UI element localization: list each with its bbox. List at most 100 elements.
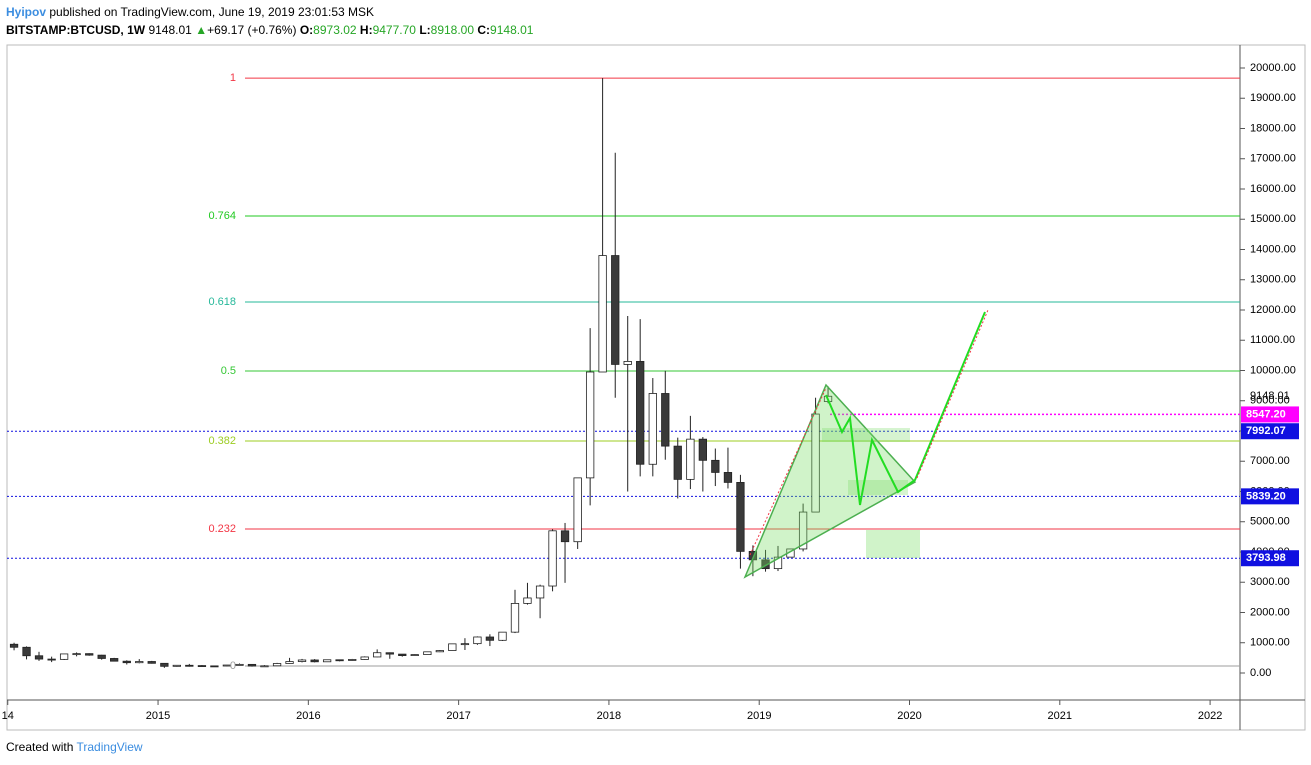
arrow: ▲	[195, 23, 208, 37]
candle-body	[373, 652, 382, 658]
candle-body	[548, 530, 557, 587]
candle-body	[235, 663, 244, 666]
brand[interactable]: TradingView	[76, 740, 143, 754]
x-tick-label: 2015	[146, 710, 170, 722]
y-tick-label: 13000.00	[1250, 274, 1296, 286]
candle-body	[510, 603, 520, 633]
candle-body	[661, 393, 670, 447]
x-tick-label: 2017	[446, 710, 470, 722]
candle-body	[448, 643, 457, 651]
x-tick-label: 2020	[897, 710, 921, 722]
candle-body	[686, 438, 695, 480]
candle-body	[535, 585, 545, 599]
fib-label: 0.5	[221, 365, 236, 377]
candle-body	[85, 653, 94, 656]
candle-body	[485, 636, 495, 641]
y-tick-label: 15000.00	[1250, 213, 1296, 225]
author[interactable]: Hyipov	[6, 5, 47, 19]
candle-body	[773, 556, 783, 570]
candle-body	[160, 662, 169, 667]
close-label: C:	[477, 23, 491, 37]
candle-body	[348, 659, 357, 661]
candle-body	[260, 665, 269, 668]
y-tick-label: 0.00	[1250, 667, 1271, 679]
candle-body	[210, 665, 219, 668]
footer: Created with TradingView	[6, 740, 143, 754]
x-tick-label: 2016	[296, 710, 320, 722]
y-tick-label: 17000.00	[1250, 153, 1296, 165]
candle-body	[72, 653, 81, 656]
footer-text: Created with	[6, 740, 74, 754]
price-badge-label: 5839.20	[1246, 490, 1286, 502]
candle-body	[460, 643, 470, 646]
candle-body	[97, 654, 106, 659]
candle-body	[110, 658, 119, 662]
candle-body	[798, 511, 808, 550]
publish-line: Hyipov published on TradingView.com, Jun…	[6, 5, 374, 19]
price-badge	[1241, 423, 1299, 440]
price-badge	[1241, 406, 1299, 423]
candle-body	[197, 665, 207, 667]
price-badge-label: 8547.20	[1246, 408, 1286, 420]
symbol: BITSTAMP:BTCUSD, 1W	[6, 23, 146, 37]
candle-body	[636, 361, 645, 465]
high: 9477.70	[372, 23, 416, 37]
x-tick-label: 2018	[597, 710, 621, 722]
price-badge-label: 7992.07	[1246, 425, 1286, 437]
symbol-line: BITSTAMP:BTCUSD, 1W 9148.01 ▲+69.17 (+0.…	[6, 23, 533, 37]
candle-body	[135, 661, 144, 664]
low: 8918.00	[430, 23, 475, 37]
published: published on TradingView.com, June 19, 2…	[49, 5, 375, 19]
price-badge-label: 3793.98	[1246, 552, 1286, 564]
candle-body	[723, 472, 733, 483]
candle-body	[523, 597, 532, 604]
x-tick-label: 2022	[1198, 710, 1222, 722]
candle-body	[322, 659, 332, 663]
y-tick-label: 10000.00	[1250, 364, 1296, 376]
zone	[822, 428, 910, 442]
y-tick-label: 1000.00	[1250, 637, 1290, 649]
candle-body	[59, 653, 69, 660]
fib-label: 0.232	[208, 523, 236, 535]
candle-body	[611, 255, 620, 365]
candle-body	[172, 664, 181, 667]
candle-body	[9, 643, 19, 648]
y-tick-label: 16000.00	[1250, 183, 1296, 195]
high-label: H:	[359, 23, 373, 37]
fib-label: 1	[230, 72, 236, 84]
fib-label: 0.764	[208, 210, 236, 222]
y-tick-label: 20000.00	[1250, 62, 1296, 74]
projection	[825, 311, 986, 506]
x-tick-label: 14	[2, 710, 14, 722]
price-badge	[1241, 550, 1299, 567]
x-tick-label: 2019	[747, 710, 771, 722]
y-tick-label: 9000.00	[1250, 395, 1290, 407]
candle-body	[673, 445, 682, 480]
price-badge	[1241, 488, 1299, 505]
y-tick-label: 12000.00	[1250, 304, 1296, 316]
candle-body	[247, 663, 257, 667]
frame	[6, 44, 1306, 731]
candle-body	[585, 371, 595, 479]
change: +69.17 (+0.76%)	[207, 23, 297, 37]
candle-body	[410, 654, 419, 656]
zone	[866, 530, 920, 558]
low-label: L:	[419, 23, 431, 37]
candle-body	[435, 650, 444, 653]
candle-body	[185, 664, 194, 667]
y-tick-label: 2000.00	[1250, 606, 1290, 618]
drawings	[743, 309, 989, 579]
candle-body	[297, 659, 307, 662]
chart: 0.001000.002000.003000.004000.005000.006…	[2, 44, 1306, 731]
candle-body	[385, 652, 394, 655]
triangle	[743, 383, 917, 579]
candle-body	[22, 646, 31, 657]
close: 9148.01	[490, 23, 534, 37]
candle-body	[811, 413, 820, 513]
candle-body	[47, 658, 56, 661]
candle-body	[498, 631, 507, 641]
candle-body	[573, 477, 582, 543]
y-tick-label: 14000.00	[1250, 243, 1296, 255]
candle-body	[473, 636, 482, 645]
fib-label: 0	[230, 660, 236, 672]
